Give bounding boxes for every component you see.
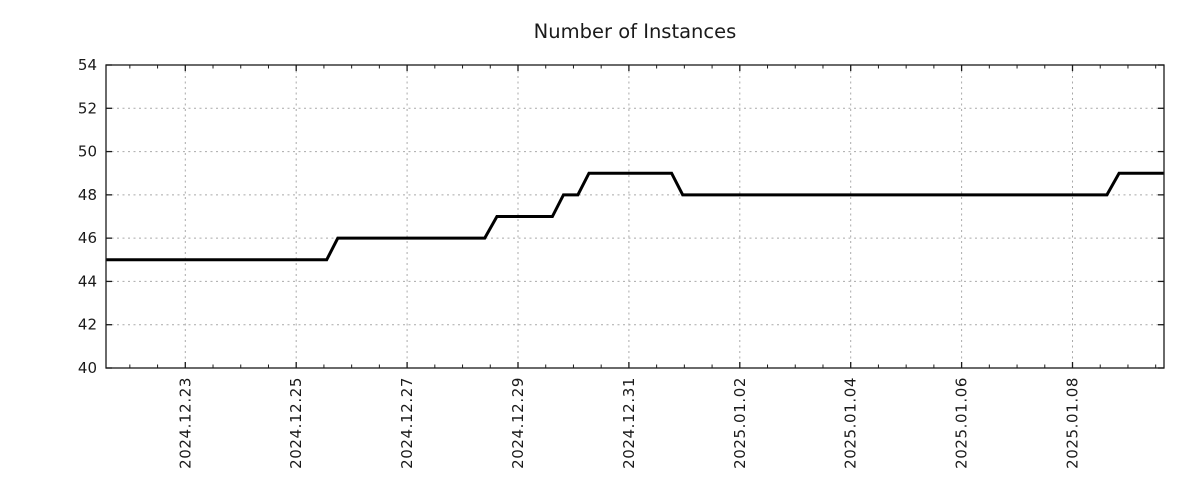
x-tick-label: 2025.01.08: [1064, 377, 1082, 469]
x-tick-label: 2024.12.31: [620, 377, 638, 469]
y-tick-labels: 40 42 44 46 48 50 52 54: [78, 56, 97, 377]
x-tick-label: 2025.01.02: [731, 377, 749, 469]
y-tick-label: 48: [78, 186, 97, 204]
chart-grid: [106, 65, 1164, 368]
x-tick-label: 2024.12.25: [287, 377, 305, 469]
y-tick-label: 40: [78, 359, 97, 377]
chart-title: Number of Instances: [534, 20, 737, 43]
y-tick-label: 44: [78, 272, 97, 290]
chart-series-line: [106, 171, 1164, 262]
chart-border: [105, 64, 1165, 369]
y-tick-label: 54: [78, 56, 97, 74]
chart-ticks: [106, 64, 1164, 369]
x-tick-labels: 2024.12.23 2024.12.25 2024.12.27 2024.12.29…: [176, 377, 1081, 469]
plot-border: [105, 64, 1165, 369]
x-tick-label: 2024.12.23: [176, 377, 194, 469]
y-tick-label: 52: [78, 99, 97, 117]
series-instances: [106, 171, 1164, 262]
x-tick-label: 2024.12.27: [398, 377, 416, 469]
x-tick-label: 2025.01.06: [953, 377, 971, 469]
y-tick-label: 46: [78, 229, 97, 247]
x-tick-label: 2024.12.29: [509, 377, 527, 469]
x-tick-label: 2025.01.04: [842, 377, 860, 469]
y-tick-label: 42: [78, 316, 97, 334]
y-tick-label: 50: [78, 143, 97, 161]
